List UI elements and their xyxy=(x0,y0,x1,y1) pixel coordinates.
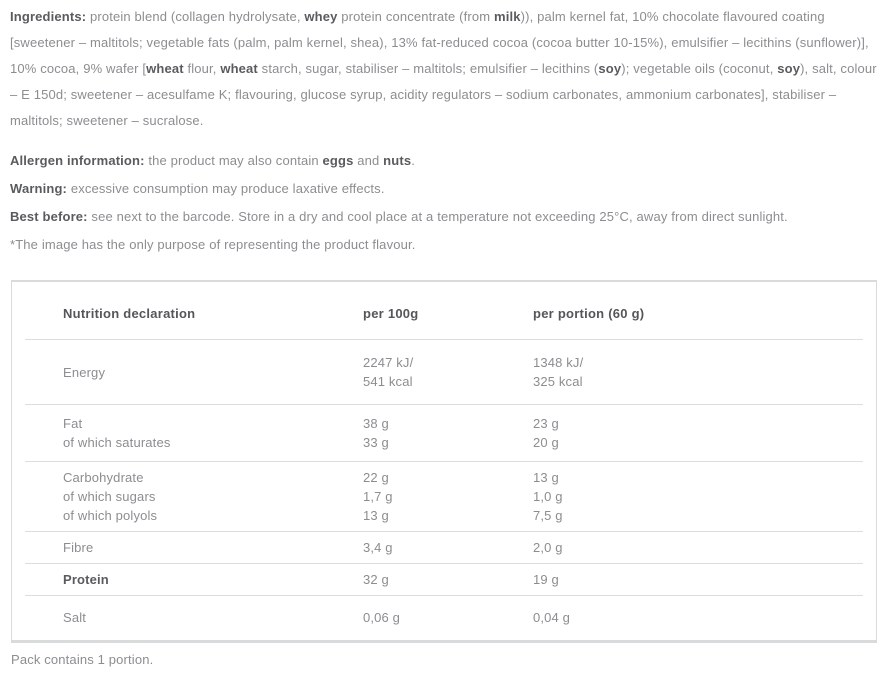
emphasized-text: soy xyxy=(777,61,801,76)
cell-line: 1,0 g xyxy=(533,489,563,504)
image-disclaimer-paragraph: *The image has the only purpose of repre… xyxy=(10,232,879,258)
emphasized-text: milk xyxy=(494,9,521,24)
cell-line: 32 g xyxy=(363,572,389,587)
nutrient-label-cell: Protein xyxy=(25,570,363,589)
cell-line: 0,06 g xyxy=(363,610,401,625)
header-nutrition-declaration: Nutrition declaration xyxy=(63,306,196,321)
per-100g-cell: 0,06 g xyxy=(363,608,533,627)
row-fibre: Fibre 3,4 g 2,0 g xyxy=(25,531,863,563)
row-protein: Protein 32 g 19 g xyxy=(25,563,863,595)
per-100g-cell: 38 g 33 g xyxy=(363,414,533,452)
cell-line: Carbohydrate xyxy=(63,470,144,485)
header-per-portion: per portion (60 g) xyxy=(533,306,645,321)
body-text: starch, sugar, stabiliser – maltitols; e… xyxy=(257,61,599,76)
per-portion-cell: 1348 kJ/325 kcal xyxy=(533,353,863,391)
emphasized-text: wheat xyxy=(146,61,184,76)
nutrition-table-header: Nutrition declaration per 100g per porti… xyxy=(25,282,863,339)
cell-line: 22 g xyxy=(363,470,389,485)
cell-line: 1348 kJ/ xyxy=(533,355,584,370)
per-100g-cell: 22 g 1,7 g 13 g xyxy=(363,468,533,525)
body-text: and xyxy=(353,153,384,168)
allergen-paragraph: Allergen information: the product may al… xyxy=(10,148,879,174)
body-text: protein concentrate (from xyxy=(337,9,495,24)
ingredients-paragraph: Ingredients: protein blend (collagen hyd… xyxy=(10,4,879,134)
nutrition-table-body: Energy 2247 kJ/541 kcal 1348 kJ/325 kcal Fa… xyxy=(25,339,863,640)
per-100g-cell: 32 g xyxy=(363,570,533,589)
cell-line: 0,04 g xyxy=(533,610,571,625)
cell-line: 13 g xyxy=(533,470,559,485)
emphasized-text: Warning: xyxy=(10,181,71,196)
body-text: *The image has the only purpose of repre… xyxy=(10,237,416,252)
cell-line: Energy xyxy=(63,364,106,380)
cell-line: 2247 kJ/ xyxy=(363,355,414,370)
cell-line: 19 g xyxy=(533,572,559,587)
emphasized-text: eggs xyxy=(322,153,354,168)
pack-note: Pack contains 1 portion. xyxy=(11,652,154,667)
cell-line: of which saturates xyxy=(63,435,171,450)
cell-line: 23 g xyxy=(533,416,559,431)
body-text: see next to the barcode. Store in a dry … xyxy=(91,209,788,224)
cell-line: 20 g xyxy=(533,435,559,450)
best-before-paragraph: Best before: see next to the barcode. St… xyxy=(10,204,879,230)
emphasized-text: Best before: xyxy=(10,209,92,224)
row-salt: Salt 0,06 g 0,04 g xyxy=(25,595,863,640)
cell-line: Fat xyxy=(63,416,83,431)
cell-line: 13 g xyxy=(363,508,389,523)
emphasized-text: nuts xyxy=(383,153,412,168)
cell-line: Protein xyxy=(63,572,109,587)
cell-line: 3,4 g xyxy=(363,540,393,555)
nutrient-label-cell: Carbohydrate of which sugars of which poly… xyxy=(25,468,363,525)
per-100g-cell: 2247 kJ/541 kcal xyxy=(363,353,533,391)
row-energy: Energy 2247 kJ/541 kcal 1348 kJ/325 kcal xyxy=(25,339,863,404)
cell-line: Salt xyxy=(63,610,87,625)
cell-line: 1,7 g xyxy=(363,489,393,504)
emphasized-text: whey xyxy=(304,9,338,24)
per-portion-cell: 19 g xyxy=(533,570,863,589)
per-100g-cell: 3,4 g xyxy=(363,538,533,557)
row-fat: Fat of which saturates 38 g 33 g 23 g 20 g xyxy=(25,404,863,461)
cell-line: 33 g xyxy=(363,435,389,450)
body-text: ), salt, colour – E 150d; sweetener – ac… xyxy=(10,61,881,128)
cell-line: of which polyols xyxy=(63,508,158,523)
emphasized-text: Allergen information: xyxy=(10,153,149,168)
per-portion-cell: 0,04 g xyxy=(533,608,863,627)
header-per-100g: per 100g xyxy=(363,306,419,321)
nutrition-table: Nutrition declaration per 100g per porti… xyxy=(11,280,877,643)
nutrient-label-cell: Fibre xyxy=(25,538,363,557)
cell-line: of which sugars xyxy=(63,489,156,504)
cell-line: 541 kcal xyxy=(363,374,413,389)
emphasized-text: soy xyxy=(598,61,622,76)
cell-line: Fibre xyxy=(63,540,94,555)
per-portion-cell: 2,0 g xyxy=(533,538,863,557)
nutrient-label-cell: Fat of which saturates xyxy=(25,414,363,452)
body-text: the product may also contain xyxy=(148,153,323,168)
cell-line: 7,5 g xyxy=(533,508,563,523)
row-carbohydrate: Carbohydrate of which sugars of which poly… xyxy=(25,461,863,531)
product-info-page: Ingredients: protein blend (collagen hyd… xyxy=(10,4,879,667)
product-description: Ingredients: protein blend (collagen hyd… xyxy=(10,4,879,258)
cell-line: 325 kcal xyxy=(533,374,583,389)
per-portion-cell: 23 g 20 g xyxy=(533,414,863,452)
body-text: . xyxy=(411,153,415,168)
emphasized-text: Ingredients: xyxy=(10,9,90,24)
warning-paragraph: Warning: excessive consumption may produ… xyxy=(10,176,879,202)
nutrient-label-cell: Energy xyxy=(25,353,363,391)
cell-line: 2,0 g xyxy=(533,540,563,555)
cell-line: 38 g xyxy=(363,416,389,431)
nutrient-label-cell: Salt xyxy=(25,608,363,627)
body-text: ); vegetable oils (coconut, xyxy=(621,61,778,76)
body-text: flour, xyxy=(183,61,221,76)
per-portion-cell: 13 g 1,0 g 7,5 g xyxy=(533,468,863,525)
body-text: )), palm kernel fat, 10% chocolate flavo… xyxy=(10,9,873,76)
body-text: protein blend (collagen hydrolysate, xyxy=(89,9,305,24)
emphasized-text: wheat xyxy=(220,61,258,76)
body-text: excessive consumption may produce laxati… xyxy=(70,181,385,196)
